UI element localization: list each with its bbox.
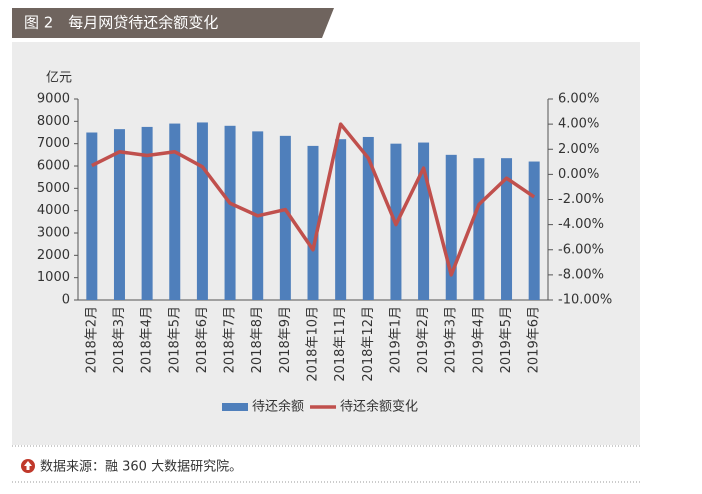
legend-label: 待还余额变化 [340, 399, 418, 415]
x-tick-label: 2019年1月 [388, 306, 403, 373]
x-tick-label: 2019年3月 [444, 306, 459, 373]
x-tick-label: 2018年2月 [84, 306, 99, 373]
bar [501, 158, 513, 300]
y-tick-label: 2000 [37, 248, 70, 263]
y-axis-label: 亿元 [46, 71, 72, 86]
x-tick-label: 2018年7月 [223, 306, 238, 373]
y-tick-label: 4000 [37, 203, 70, 218]
bar [528, 161, 540, 300]
x-tick-label: 2019年5月 [499, 306, 514, 373]
bar [418, 142, 430, 300]
legend-swatch [222, 403, 248, 411]
y-tick-label: 9000 [37, 92, 70, 107]
bar [362, 136, 374, 300]
line [91, 122, 536, 277]
x-tick-label: 2019年2月 [416, 306, 431, 373]
x-tick-label: 2018年3月 [112, 306, 127, 373]
x-tick-label: 2018年5月 [167, 306, 182, 373]
y2-tick-label: 2.00% [558, 142, 599, 157]
x-tick-label: 2018年6月 [195, 306, 210, 373]
y-tick-label: 5000 [37, 181, 70, 196]
y-tick-label: 0 [62, 293, 70, 308]
x-tick-label: 2019年6月 [527, 306, 542, 373]
header-bar [12, 8, 334, 38]
y-tick-label: 8000 [37, 114, 70, 129]
bar [86, 132, 98, 300]
chart-title: 图 2 每月网贷待还余额变化 [24, 14, 218, 32]
bar [113, 129, 125, 300]
x-tick-label: 2018年10月 [306, 306, 321, 382]
x-tick-label: 2018年8月 [250, 306, 265, 373]
y2-tick-label: -2.00% [558, 192, 604, 207]
y2-tick-label: 6.00% [558, 92, 599, 107]
x-tick-label: 2018年4月 [140, 306, 155, 373]
y-tick-label: 3000 [37, 226, 70, 241]
x-tick-label: 2019年4月 [471, 306, 486, 373]
bar [169, 123, 181, 300]
y-tick-label: 1000 [37, 270, 70, 285]
bar [196, 122, 208, 300]
panel [12, 42, 640, 445]
bar [279, 135, 291, 300]
bar [141, 126, 153, 301]
source-note: 数据来源：融 360 大数据研究院。 [40, 460, 242, 475]
y2-tick-label: 4.00% [558, 117, 599, 132]
bar [335, 139, 347, 300]
x-tick-label: 2018年12月 [361, 306, 376, 382]
x-tick-label: 2018年11月 [333, 306, 348, 382]
legend-label: 待还余额 [252, 399, 304, 415]
bar [307, 145, 319, 300]
x-tick-label: 2018年9月 [278, 306, 293, 373]
bar [445, 154, 457, 300]
bar [473, 158, 485, 300]
y-tick-label: 6000 [37, 159, 70, 174]
y2-tick-label: -4.00% [558, 217, 604, 232]
y2-tick-label: -6.00% [558, 242, 604, 257]
bar [224, 125, 236, 300]
y-tick-label: 7000 [37, 136, 70, 151]
source-icon-arrow [24, 461, 32, 470]
y2-tick-label: -8.00% [558, 267, 604, 282]
y2-tick-label: 0.00% [558, 167, 599, 182]
y2-tick-label: -10.00% [558, 293, 612, 308]
